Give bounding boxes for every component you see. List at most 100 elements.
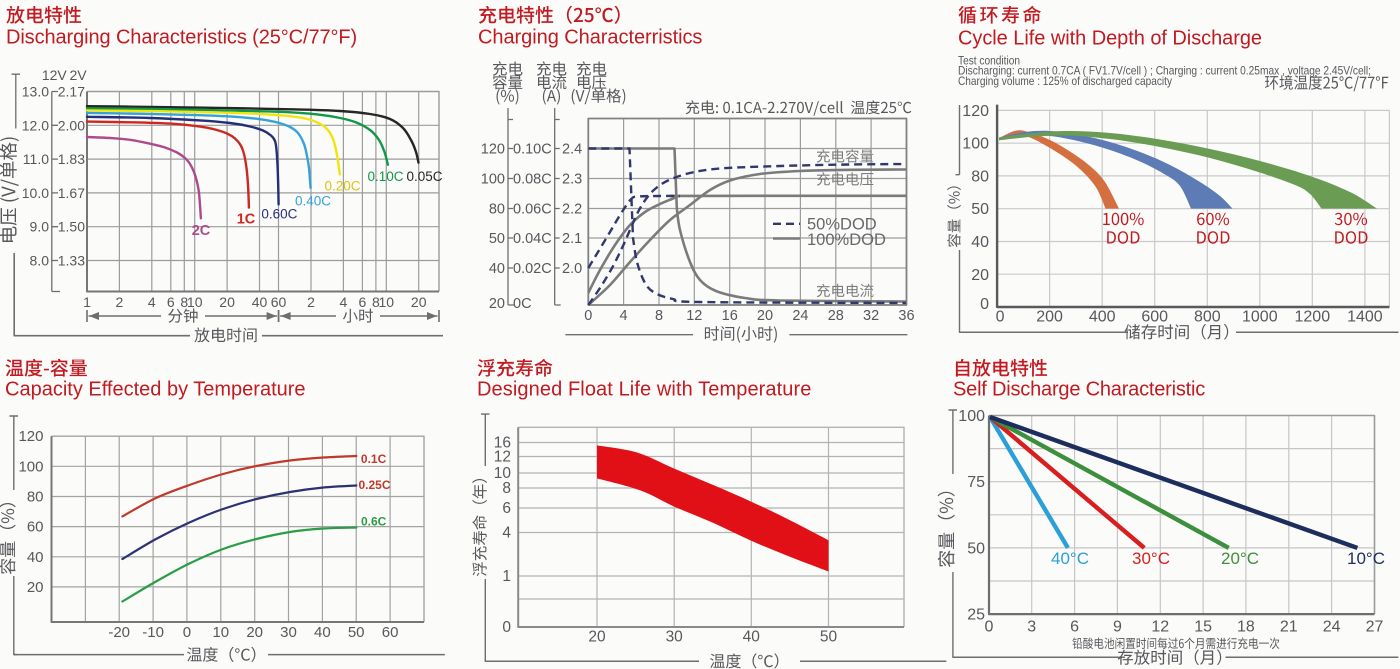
svg-text:0: 0: [980, 296, 989, 313]
svg-text:10.0: 10.0: [22, 185, 49, 201]
svg-text:4: 4: [148, 294, 156, 310]
svg-text:-10: -10: [142, 624, 164, 641]
svg-text:2.00: 2.00: [58, 117, 85, 133]
svg-text:1: 1: [83, 294, 91, 310]
svg-text:1.50: 1.50: [58, 219, 85, 235]
svg-text:100: 100: [958, 408, 985, 425]
svg-text:40: 40: [252, 294, 268, 310]
svg-text:12: 12: [686, 308, 702, 324]
svg-text:0.60C: 0.60C: [261, 207, 297, 222]
svg-text:0.10C: 0.10C: [513, 142, 552, 158]
svg-text:75: 75: [967, 474, 985, 491]
svg-text:Charging volume : 125% of disc: Charging volume : 125% of discharged cap…: [958, 74, 1172, 88]
svg-text:50: 50: [967, 540, 985, 557]
svg-text:Discharging Characteristics (2: Discharging Characteristics (25°C/77°F): [6, 27, 357, 49]
svg-text:6: 6: [167, 294, 175, 310]
svg-text:2.3: 2.3: [562, 172, 582, 188]
svg-text:2C: 2C: [192, 223, 211, 239]
svg-text:2: 2: [116, 294, 124, 310]
svg-text:28: 28: [828, 308, 844, 324]
svg-text:2.17: 2.17: [58, 84, 85, 100]
svg-text:8.0: 8.0: [30, 253, 50, 269]
svg-text:0.08C: 0.08C: [513, 172, 552, 188]
svg-text:50: 50: [820, 629, 838, 646]
svg-text:50: 50: [971, 201, 989, 218]
svg-text:20: 20: [971, 267, 989, 284]
svg-text:12V: 12V: [42, 67, 68, 83]
svg-text:10: 10: [187, 294, 203, 310]
svg-text:4: 4: [340, 294, 348, 310]
svg-text:18: 18: [1237, 618, 1255, 635]
svg-text:10: 10: [212, 624, 229, 641]
svg-text:Capacity Effected by Temperatu: Capacity Effected by Temperature: [5, 379, 306, 401]
svg-text:80: 80: [971, 168, 989, 185]
svg-text:36: 36: [898, 308, 914, 324]
svg-text:16: 16: [722, 308, 738, 324]
svg-text:40°C: 40°C: [1051, 549, 1089, 568]
svg-text:0.05C: 0.05C: [406, 169, 442, 184]
svg-text:100%DOD: 100%DOD: [807, 231, 886, 249]
svg-text:24: 24: [1323, 618, 1341, 635]
svg-text:11.0: 11.0: [23, 151, 49, 167]
svg-text:-20: -20: [108, 624, 130, 641]
svg-text:0: 0: [183, 624, 191, 641]
svg-text:8: 8: [180, 294, 188, 310]
svg-text:600: 600: [1141, 309, 1168, 326]
svg-text:1200: 1200: [1295, 309, 1331, 326]
svg-text:Self Discharge Characteristic: Self Discharge Characteristic: [953, 379, 1205, 401]
svg-text:21: 21: [1280, 618, 1298, 635]
svg-text:50%DOD: 50%DOD: [807, 216, 877, 234]
svg-text:120: 120: [18, 428, 43, 445]
svg-text:25: 25: [967, 607, 985, 624]
svg-text:1000: 1000: [1242, 309, 1278, 326]
svg-text:400: 400: [1089, 309, 1116, 326]
svg-text:6: 6: [502, 500, 511, 517]
svg-text:2: 2: [307, 294, 315, 310]
svg-text:20: 20: [489, 296, 505, 312]
svg-text:0.10C: 0.10C: [367, 169, 403, 184]
svg-text:10°C: 10°C: [1347, 549, 1385, 568]
svg-text:40: 40: [971, 234, 989, 251]
svg-text:8: 8: [372, 294, 380, 310]
svg-text:40: 40: [489, 261, 505, 277]
svg-text:12: 12: [494, 449, 511, 466]
svg-text:120: 120: [481, 142, 505, 158]
svg-text:20: 20: [219, 294, 235, 310]
svg-text:100: 100: [481, 172, 505, 188]
svg-text:6: 6: [1070, 618, 1079, 635]
svg-text:6: 6: [359, 294, 367, 310]
svg-text:4: 4: [502, 525, 511, 542]
svg-text:16: 16: [494, 435, 511, 452]
svg-text:Discharging: current 0.7CA ( F: Discharging: current 0.7CA ( FV1.7V/cell…: [958, 64, 1371, 78]
svg-text:13.0: 13.0: [22, 84, 49, 100]
svg-text:50: 50: [489, 231, 505, 247]
svg-text:Designed Float Life with Tempe: Designed Float Life with Temperature: [477, 379, 812, 401]
svg-text:Charging Characterristics: Charging Characterristics: [478, 27, 702, 49]
svg-text:30°C: 30°C: [1132, 549, 1170, 568]
svg-text:80: 80: [27, 489, 44, 506]
svg-text:20: 20: [588, 629, 606, 646]
svg-text:1.67: 1.67: [58, 185, 85, 201]
svg-text:12.0: 12.0: [22, 117, 49, 133]
svg-text:120: 120: [962, 103, 989, 120]
svg-text:20: 20: [27, 579, 44, 596]
svg-text:2.1: 2.1: [562, 231, 582, 247]
svg-text:0.40C: 0.40C: [295, 194, 331, 209]
svg-text:1: 1: [502, 568, 511, 585]
svg-text:27: 27: [1366, 618, 1384, 635]
svg-text:40: 40: [743, 629, 761, 646]
svg-text:20: 20: [411, 294, 427, 310]
svg-text:10: 10: [494, 465, 512, 482]
svg-text:20: 20: [757, 308, 773, 324]
svg-text:0: 0: [984, 618, 993, 635]
svg-text:10: 10: [379, 294, 395, 310]
svg-text:1C: 1C: [237, 212, 256, 228]
svg-text:30: 30: [280, 624, 297, 641]
svg-text:4: 4: [620, 308, 628, 324]
svg-text:1.83: 1.83: [58, 151, 85, 167]
svg-text:50: 50: [348, 624, 365, 641]
svg-text:32: 32: [863, 308, 879, 324]
svg-text:0: 0: [584, 308, 592, 324]
svg-text:20°C: 20°C: [1221, 549, 1259, 568]
svg-text:60: 60: [27, 519, 44, 536]
